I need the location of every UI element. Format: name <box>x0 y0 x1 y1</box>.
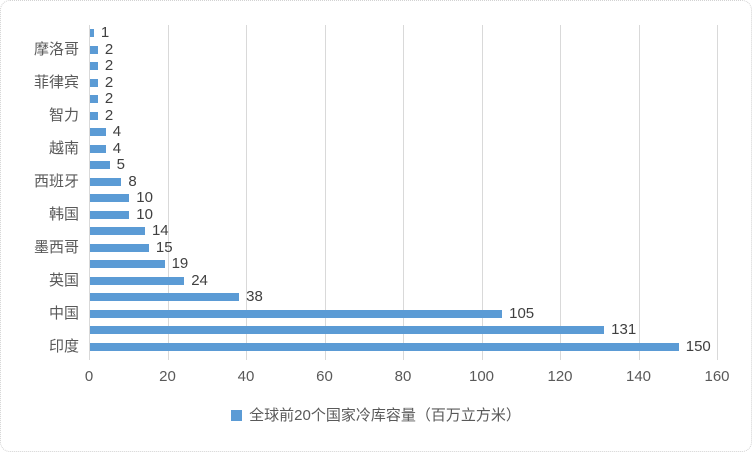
bar <box>90 326 605 335</box>
bar <box>90 144 106 153</box>
bar <box>90 210 130 219</box>
x-tick-label: 80 <box>394 368 412 385</box>
bar-value-label: 8 <box>128 172 137 190</box>
bar <box>90 194 130 203</box>
category-label: 西班牙 <box>33 173 79 191</box>
bar <box>90 227 145 236</box>
bar-value-label: 5 <box>116 156 125 174</box>
gridline <box>246 25 247 360</box>
bar <box>90 29 94 38</box>
bar-value-label: 14 <box>151 222 169 240</box>
bar <box>90 161 110 170</box>
bar-value-label: 10 <box>136 189 153 207</box>
gridline <box>560 25 561 360</box>
bar-value-label: 150 <box>685 337 711 355</box>
category-label: 摩洛哥 <box>33 41 79 59</box>
bar <box>90 243 149 252</box>
category-label: 智力 <box>48 107 79 125</box>
bar-value-label: 1 <box>100 24 110 42</box>
bar <box>90 78 98 87</box>
gridline <box>403 25 404 360</box>
bar-value-label: 10 <box>136 205 153 223</box>
x-tick-label: 40 <box>237 368 255 385</box>
category-label: 墨西哥 <box>33 239 79 257</box>
bar <box>90 95 98 104</box>
category-label: 韩国 <box>48 206 79 224</box>
legend-label: 全球前20个国家冷库容量（百万立方米） <box>249 407 521 424</box>
bar-value-label: 4 <box>112 123 122 141</box>
category-label: 越南 <box>48 140 79 158</box>
x-tick-label: 0 <box>84 368 94 385</box>
bar-value-label: 105 <box>509 304 535 322</box>
gridline <box>167 25 169 360</box>
x-tick-label: 120 <box>547 368 573 385</box>
bar <box>90 177 122 186</box>
y-axis-line <box>89 25 90 360</box>
bar-value-label: 131 <box>611 321 637 339</box>
x-tick-label: 20 <box>159 368 176 385</box>
legend: 全球前20个国家冷库容量（百万立方米） <box>1 406 751 425</box>
bar-value-label: 2 <box>104 90 114 108</box>
bar <box>90 45 98 54</box>
category-label: 中国 <box>48 305 79 323</box>
bar-value-label: 24 <box>191 271 208 289</box>
bar-value-label: 38 <box>246 288 263 306</box>
bar-value-label: 4 <box>112 139 122 157</box>
bar-value-label: 2 <box>104 57 114 75</box>
x-tick-label: 100 <box>468 368 495 385</box>
gridline <box>324 25 326 360</box>
gridline <box>638 25 640 360</box>
bar <box>90 111 98 120</box>
x-tick-label: 140 <box>625 368 652 385</box>
bar <box>90 293 240 302</box>
bar-value-label: 15 <box>155 238 173 256</box>
bar <box>90 276 185 285</box>
gridline <box>717 25 718 360</box>
category-label: 英国 <box>48 272 79 290</box>
x-tick-label: 60 <box>316 368 333 385</box>
category-label: 菲律宾 <box>33 74 79 92</box>
legend-marker-icon <box>231 410 243 421</box>
bar <box>90 128 106 137</box>
bar-value-label: 2 <box>104 106 114 124</box>
bar-value-label: 2 <box>104 40 114 58</box>
bar <box>90 62 98 71</box>
bar <box>90 260 165 269</box>
gridline <box>481 25 483 360</box>
bar-value-label: 19 <box>171 255 189 273</box>
category-label: 印度 <box>48 338 79 356</box>
bar <box>90 309 503 318</box>
bar-value-label: 2 <box>104 73 114 91</box>
bar <box>90 342 679 351</box>
x-tick-label: 160 <box>704 368 730 385</box>
